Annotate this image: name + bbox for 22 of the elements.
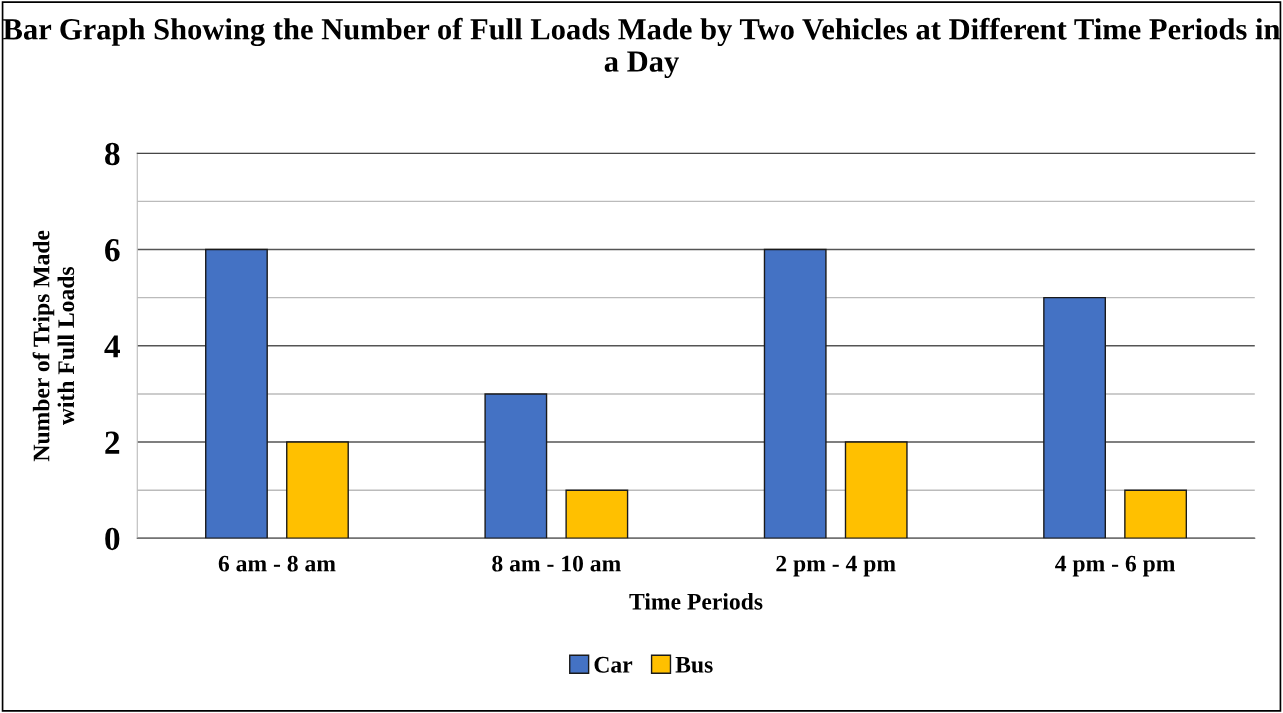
y-tick-label: 4 bbox=[104, 335, 120, 358]
x-tick-label: 6 am - 8 am bbox=[218, 555, 336, 572]
bar bbox=[484, 393, 548, 539]
bar bbox=[1124, 489, 1188, 539]
x-tick-label: 8 am - 10 am bbox=[492, 555, 621, 572]
x-tick-label: 2 pm - 4 pm bbox=[776, 555, 896, 577]
x-axis-title: Time Periods bbox=[629, 593, 763, 610]
y-tick-label: 0 bbox=[105, 527, 120, 551]
y-tick-label: 6 bbox=[105, 239, 120, 262]
bar bbox=[1043, 296, 1107, 539]
legend-label: Car bbox=[594, 656, 633, 673]
x-tick-label: 4 pm - 6 pm bbox=[1055, 555, 1176, 577]
chart-title: Bar Graph Showing the Number of Full Loads Made by Two Vehicles at Different Time Periods in a Day bbox=[3, 17, 1280, 79]
y-axis-title: Number of Trips Made with Full Loads bbox=[32, 230, 75, 462]
y-tick-label: 2 bbox=[105, 431, 120, 454]
bar bbox=[286, 441, 349, 539]
bar bbox=[205, 248, 268, 539]
bar bbox=[844, 441, 908, 539]
legend-label: Bus bbox=[675, 657, 713, 673]
y-tick-label: 8 bbox=[105, 142, 120, 166]
bar bbox=[565, 489, 629, 539]
bar bbox=[763, 248, 827, 539]
